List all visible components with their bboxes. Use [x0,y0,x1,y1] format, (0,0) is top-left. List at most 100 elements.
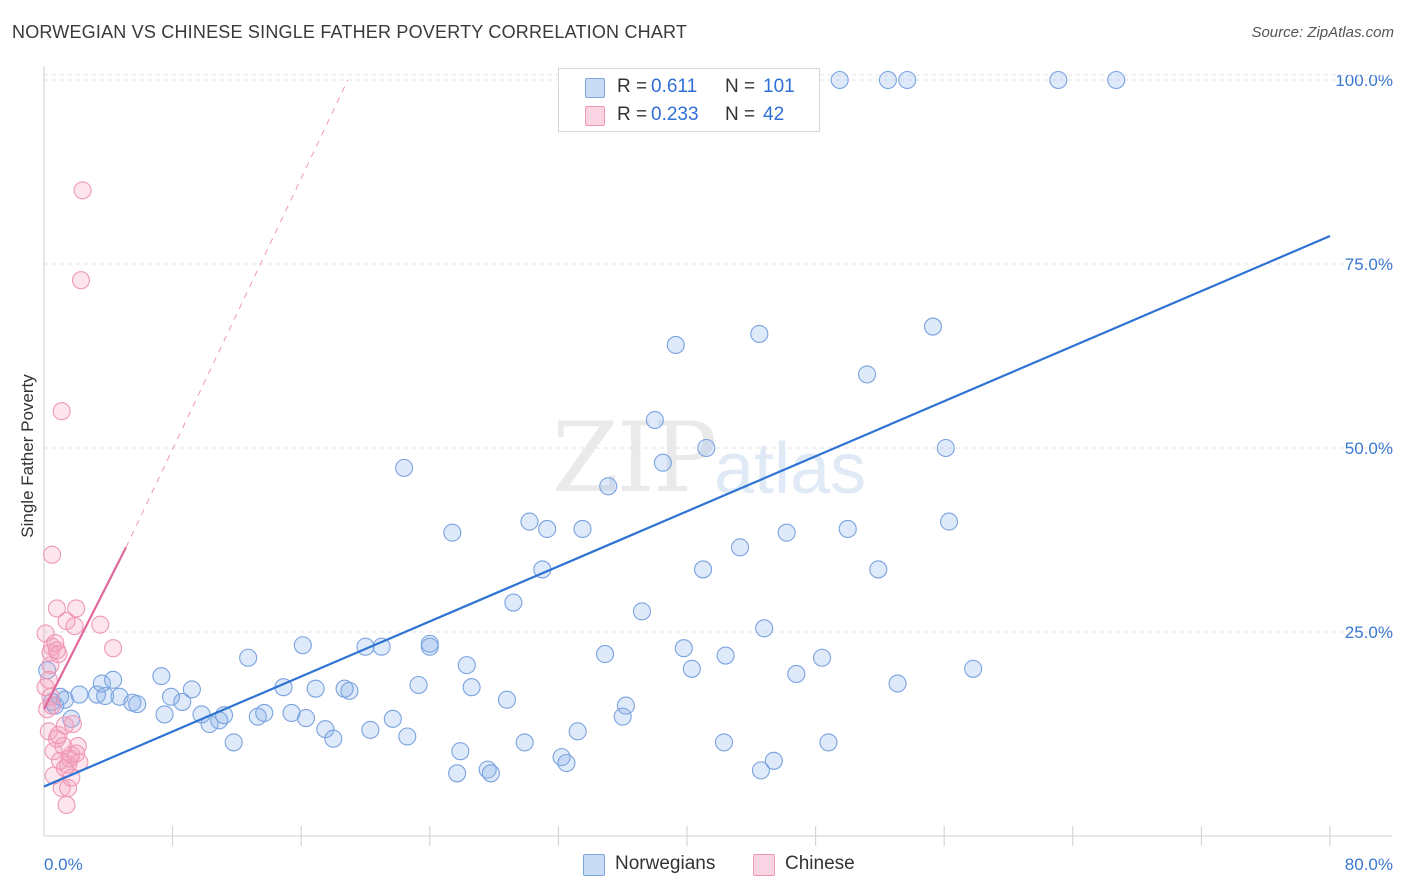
norwegian-point [448,764,467,783]
norwegian-point [409,675,428,695]
x-tick-label: 0.0% [44,855,83,874]
norwegian-point [324,729,343,748]
norwegian-point [293,636,312,655]
norwegian-point [420,634,439,653]
r-value: 0.233 [651,104,699,125]
r-label: R = [617,76,648,97]
y-tick-label: 100.0% [1335,71,1393,90]
norwegian-point [224,733,243,752]
chinese-point [46,633,65,653]
norwegian-point [152,667,171,686]
legend-row-norwegians: R = 0.611 N = 101 [559,73,819,101]
chinese-point [42,545,62,564]
norwegian-point [819,733,838,752]
norwegian-point [462,678,481,697]
norwegian-point [939,512,959,531]
n-value: 101 [763,76,795,97]
norwegian-point [632,602,652,621]
chinese-point [49,725,68,745]
r-label: R = [617,104,648,125]
norwegian-point [812,648,832,667]
norwegian-point [755,619,774,638]
norwegian-point [764,751,783,770]
chart-source: Source: ZipAtlas.com [1251,24,1394,41]
norwegian-point [666,335,685,355]
y-tick-label: 50.0% [1345,439,1393,458]
norwegian-point [750,324,769,343]
norwegian-point [398,727,417,746]
norwegian-point [128,695,147,714]
norwegian-point [306,679,325,698]
norwegians-trend-line [43,235,1331,788]
norwegian-point [653,453,672,472]
chart-title: NORWEGIAN VS CHINESE SINGLE FATHER POVER… [12,22,688,42]
norwegian-point [682,659,701,678]
norwegian-point [1107,70,1126,90]
norwegian-point [568,722,587,741]
norwegian-point [697,438,716,458]
chinese-point [67,599,86,618]
norwegian-point [777,523,796,542]
correlation-legend: R = 0.611 N = 101 R = 0.233 N = 42 [558,68,820,132]
norwegian-point [964,659,983,678]
norwegian-point [515,733,534,752]
chinese-trend-line [43,546,127,710]
n-value: 42 [763,104,785,125]
norwegian-point [869,560,888,579]
chinese-swatch [753,854,775,876]
norwegian-point [443,523,462,542]
y-tick-label: 25.0% [1345,623,1393,642]
legend-label-chinese: Chinese [785,853,855,874]
norwegian-point [878,70,897,90]
norwegian-point [481,764,500,783]
norwegian-point [674,639,693,658]
n-label: N = [725,104,756,125]
norwegian-point [694,560,713,579]
norwegian-point [104,670,123,689]
norwegian-point [282,703,301,723]
norwegian-point [595,645,615,664]
norwegian-point [857,365,877,384]
norwegian-point [898,70,917,90]
norwegian-point [616,696,635,715]
norwegian-point [830,70,849,90]
norwegian-point [173,692,192,711]
norwegian-point [923,317,942,336]
watermark-zip: ZIP [552,402,717,514]
norwegian-point [96,686,115,706]
norwegian-point [383,709,402,728]
chinese-point [52,402,71,421]
norwegian-point [457,656,476,675]
r-value: 0.611 [651,76,698,97]
watermark-atlas: atlas [714,429,867,509]
norwegian-point [936,438,955,458]
norwegian-point [255,703,274,723]
norwegian-point [599,477,618,496]
norwegian-point [838,519,857,539]
norwegian-point [716,646,735,665]
norwegian-point [1049,70,1068,90]
norwegian-point [645,410,664,430]
norwegian-point [714,733,734,752]
chinese-point [91,615,110,634]
norwegian-point [888,674,907,693]
norwegian-point [372,637,391,656]
norwegian-point [730,538,750,557]
norwegian-point [70,685,89,704]
chinese-point [71,271,91,290]
chinese-point [65,617,84,636]
norwegian-point [497,690,517,709]
norwegian-point [335,679,354,698]
chinese-swatch [585,106,605,126]
chinese-point [57,795,76,815]
norwegian-point [340,681,359,700]
chinese-point [73,181,92,200]
norwegian-point [557,753,576,773]
norwegian-point [395,458,414,477]
norwegian-point [538,519,557,539]
norwegian-point [573,519,592,539]
norwegian-point [520,512,539,531]
chinese-point [47,599,66,618]
x-tick-label: 80.0% [1345,855,1393,874]
